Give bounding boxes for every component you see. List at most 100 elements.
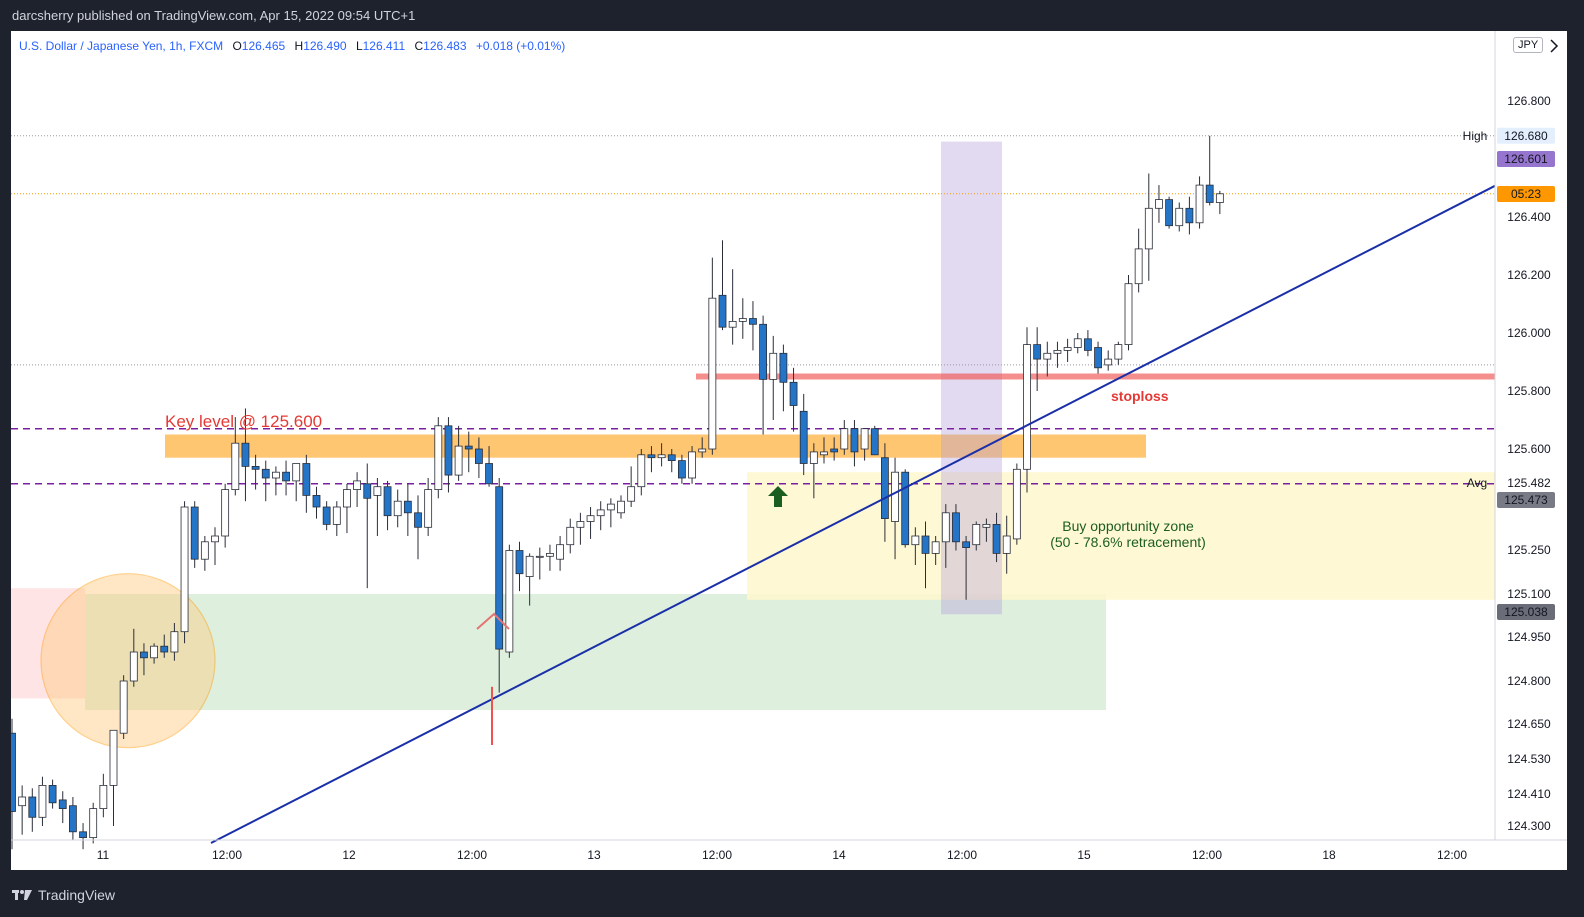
- candle: [566, 518, 575, 554]
- candle: [312, 486, 321, 519]
- candle: [596, 501, 605, 531]
- high-price-badge-bg: [1497, 127, 1555, 144]
- candle-body: [992, 523, 1001, 554]
- time-tick: 12:00: [947, 848, 977, 862]
- currency-button[interactable]: JPY: [1513, 37, 1544, 53]
- candle: [343, 483, 351, 534]
- high-price-badge: 126.680: [1497, 127, 1555, 144]
- candle-body: [1002, 535, 1011, 554]
- candle: [1053, 341, 1062, 368]
- candle-body: [698, 448, 707, 453]
- candle-body: [322, 506, 331, 525]
- candle-body: [11, 732, 16, 812]
- level-price-badge: 125.473: [1497, 492, 1555, 508]
- candle-body: [667, 454, 676, 461]
- candle: [891, 457, 899, 560]
- symbol-legend[interactable]: U.S. Dollar / Japanese Yen, 1h, FXCM O12…: [19, 39, 565, 53]
- candle: [495, 478, 504, 693]
- candle: [99, 773, 108, 818]
- candle: [535, 547, 544, 580]
- high-label: H: [294, 39, 304, 53]
- candle-body: [79, 831, 87, 838]
- candle-body: [535, 555, 544, 558]
- candle: [546, 544, 554, 571]
- candle: [424, 478, 433, 536]
- candle-body: [474, 448, 483, 464]
- candle: [1175, 202, 1184, 232]
- last-price-badge-text: 126.601: [1504, 152, 1548, 166]
- box-low-price-badge-text: 125.038: [1504, 605, 1548, 619]
- candle-body: [89, 808, 98, 838]
- candle-body: [1185, 207, 1194, 224]
- candle-body: [99, 785, 108, 810]
- candle-body: [1033, 344, 1042, 360]
- candle-body: [799, 410, 808, 464]
- buy-arrow-icon: [768, 486, 788, 507]
- trendline: [210, 184, 1496, 844]
- candle: [221, 483, 230, 548]
- footer-brand: TradingView: [38, 887, 116, 903]
- candle: [109, 729, 118, 826]
- highlight-circle: [40, 573, 216, 749]
- candle-body: [566, 526, 575, 546]
- candle: [119, 675, 128, 739]
- candle-body: [759, 323, 767, 380]
- candle: [1134, 228, 1143, 293]
- candle: [799, 393, 808, 476]
- tradingview-logo[interactable]: TradingView: [12, 887, 115, 903]
- candle: [718, 240, 727, 331]
- candle: [18, 785, 27, 835]
- candle-body: [596, 509, 605, 517]
- countdown-badge-text: 05:23: [1511, 187, 1541, 201]
- candle-body: [58, 799, 67, 810]
- countdown-badge: 05:23: [1497, 186, 1555, 202]
- candle-body: [1012, 468, 1021, 540]
- last-price-badge-bg: [1497, 151, 1555, 167]
- candle: [820, 437, 828, 464]
- candlestick-chart[interactable]: Key level @ 125.600 stoploss Buy opportuni…: [11, 31, 1567, 870]
- candle: [830, 437, 839, 461]
- candle-body: [505, 550, 514, 653]
- candle: [952, 504, 960, 551]
- candle-body: [606, 503, 615, 511]
- low-label: L: [355, 39, 363, 53]
- chart-area[interactable]: Key level @ 125.600 stoploss Buy opportuni…: [11, 31, 1567, 870]
- candle: [454, 425, 463, 481]
- candle: [779, 344, 788, 412]
- candle-body: [688, 451, 696, 479]
- price-tick: 126.200: [1507, 268, 1551, 282]
- candle: [1033, 327, 1042, 391]
- candle-body: [271, 471, 280, 479]
- price-tick: 124.650: [1507, 717, 1551, 731]
- candle-body: [1084, 338, 1092, 351]
- candle: [58, 791, 67, 824]
- candle: [231, 417, 240, 496]
- candle-body: [414, 512, 422, 528]
- candle-body: [434, 425, 443, 490]
- candle-body: [140, 651, 148, 659]
- symbol-name[interactable]: U.S. Dollar / Japanese Yen, 1h, FXCM: [19, 39, 224, 53]
- candle-body: [728, 320, 737, 328]
- candle-body: [180, 506, 189, 633]
- candle-body: [251, 465, 260, 470]
- support-zone: [85, 594, 1106, 710]
- candle: [150, 643, 159, 664]
- key-level-band: [165, 434, 1146, 458]
- price-tick: 126.800: [1507, 94, 1551, 108]
- candle: [870, 425, 879, 456]
- candle-body: [282, 471, 290, 482]
- candle-body: [119, 680, 128, 734]
- candle: [728, 269, 737, 345]
- candle-body: [769, 352, 778, 380]
- candle-body: [373, 486, 382, 496]
- open-value: 126.465: [241, 39, 286, 53]
- candle-body: [627, 486, 636, 502]
- candle: [1195, 176, 1204, 229]
- scroll-handle-icon[interactable]: [1549, 39, 1559, 53]
- close-label: C: [414, 39, 424, 53]
- price-tick: 124.530: [1507, 752, 1551, 766]
- candle-body: [708, 297, 717, 450]
- stoploss-label: stoploss: [1111, 388, 1169, 404]
- candle-body: [444, 425, 453, 476]
- candle: [485, 446, 493, 487]
